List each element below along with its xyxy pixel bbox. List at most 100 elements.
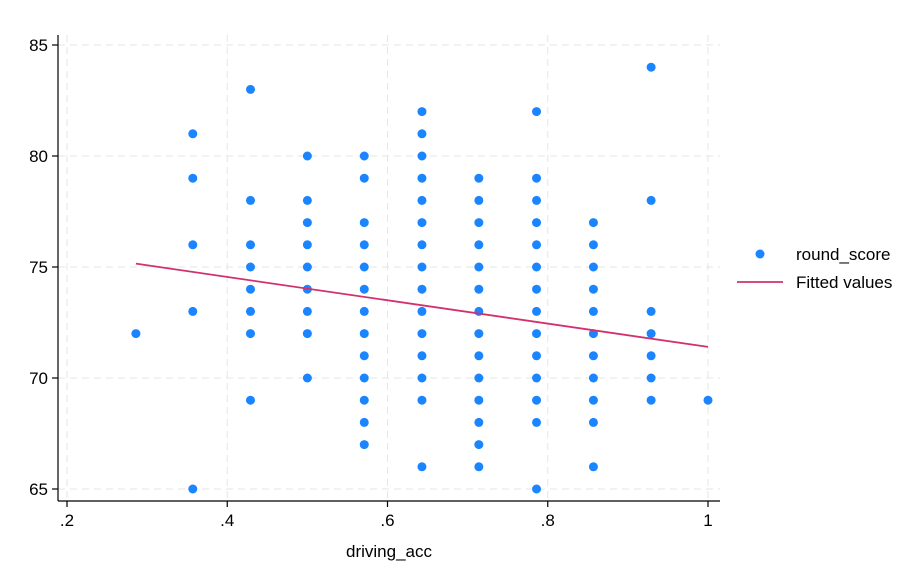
scatter-point [359, 240, 369, 250]
scatter-point [302, 195, 312, 205]
grid-lines [58, 35, 720, 501]
legend-label-round-score: round_score [796, 245, 891, 264]
x-tick-label: .8 [541, 511, 555, 530]
scatter-point [188, 129, 198, 139]
scatter-point [302, 240, 312, 250]
scatter-point [417, 173, 427, 183]
scatter-point [703, 395, 713, 405]
scatter-point [359, 351, 369, 361]
x-tick-label: .4 [220, 511, 234, 530]
scatter-point [245, 329, 255, 339]
axes [57, 35, 720, 502]
scatter-point [646, 62, 656, 72]
scatter-point [417, 262, 427, 272]
scatter-point [532, 195, 542, 205]
scatter-point [588, 417, 598, 427]
scatter-point [417, 195, 427, 205]
scatter-point [532, 417, 542, 427]
scatter-point [588, 262, 598, 272]
scatter-point [245, 395, 255, 405]
y-tick-label: 75 [29, 258, 48, 277]
scatter-point [532, 329, 542, 339]
scatter-point [245, 284, 255, 294]
scatter-point [417, 351, 427, 361]
scatter-point [532, 218, 542, 228]
scatter-point [588, 462, 598, 472]
scatter-point [359, 262, 369, 272]
scatter-point [417, 151, 427, 161]
y-tick-label: 65 [29, 480, 48, 499]
scatter-point [474, 417, 484, 427]
scatter-point [532, 284, 542, 294]
scatter-point [359, 151, 369, 161]
scatter-point [474, 329, 484, 339]
scatter-point [532, 351, 542, 361]
scatter-point [359, 440, 369, 450]
scatter-point [302, 151, 312, 161]
x-ticks: .2 .4 .6 .8 1 [60, 501, 713, 530]
scatter-point [646, 373, 656, 383]
scatter-point [532, 484, 542, 494]
scatter-point [417, 306, 427, 316]
scatter-point [588, 373, 598, 383]
scatter-point [474, 262, 484, 272]
scatter-point [474, 173, 484, 183]
scatter-point [302, 306, 312, 316]
scatter-point [245, 195, 255, 205]
scatter-point [359, 173, 369, 183]
scatter-point [588, 395, 598, 405]
scatter-point [474, 284, 484, 294]
scatter-point [359, 218, 369, 228]
scatter-point [359, 329, 369, 339]
scatter-point [646, 351, 656, 361]
legend-marker-round-score [755, 249, 765, 259]
scatter-point [131, 329, 141, 339]
scatter-point [474, 373, 484, 383]
scatter-point [532, 262, 542, 272]
fitted-line [135, 262, 709, 348]
scatter-point [417, 129, 427, 139]
scatter-point [532, 173, 542, 183]
scatter-point [474, 218, 484, 228]
x-axis-title: driving_acc [346, 542, 432, 561]
scatter-point [588, 240, 598, 250]
scatter-point [417, 462, 427, 472]
scatter-point [302, 218, 312, 228]
y-tick-label: 85 [29, 36, 48, 55]
scatter-point [646, 195, 656, 205]
scatter-point [588, 284, 598, 294]
scatter-point [245, 306, 255, 316]
scatter-point [532, 373, 542, 383]
scatter-point [417, 373, 427, 383]
scatter-point [417, 107, 427, 117]
scatter-point [474, 240, 484, 250]
x-tick-label: .2 [60, 511, 74, 530]
scatter-point [646, 329, 656, 339]
scatter-point [188, 484, 198, 494]
fitted-line-group [135, 262, 709, 348]
scatter-point [588, 218, 598, 228]
scatter-point [359, 395, 369, 405]
scatter-point [359, 417, 369, 427]
scatter-point [474, 440, 484, 450]
scatter-point [245, 240, 255, 250]
y-ticks: 65 70 75 80 85 [29, 36, 58, 499]
x-tick-label: .6 [380, 511, 394, 530]
scatter-point [417, 284, 427, 294]
y-tick-label: 80 [29, 147, 48, 166]
scatter-point [302, 329, 312, 339]
y-tick-label: 70 [29, 369, 48, 388]
scatter-point [588, 306, 598, 316]
scatter-point [359, 284, 369, 294]
scatter-point [302, 262, 312, 272]
scatter-point [417, 395, 427, 405]
scatter-point [188, 240, 198, 250]
scatter-point [646, 306, 656, 316]
scatter-point [417, 329, 427, 339]
scatter-point [417, 240, 427, 250]
x-tick-label: 1 [703, 511, 712, 530]
scatter-point [532, 107, 542, 117]
legend: round_score Fitted values [737, 245, 892, 292]
scatter-point [417, 218, 427, 228]
